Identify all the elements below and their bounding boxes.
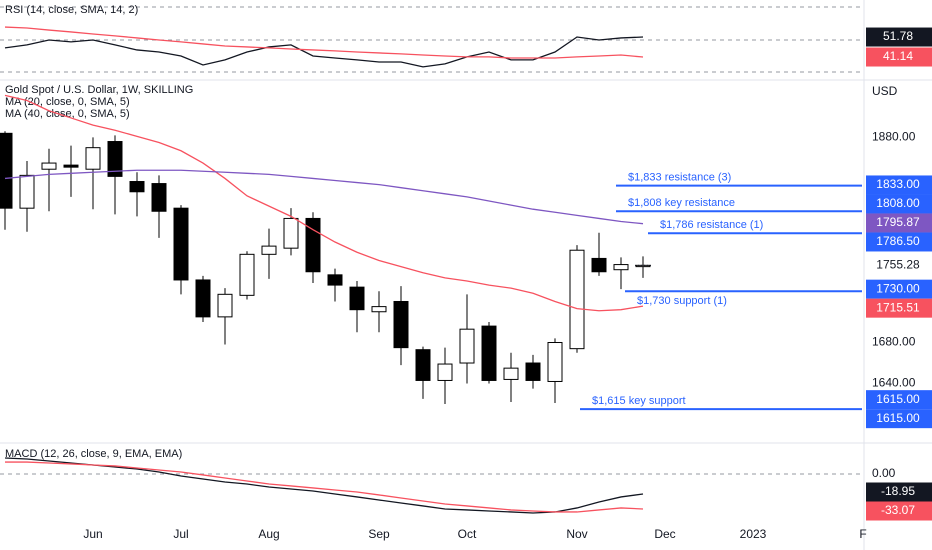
x-tick-label: Nov <box>566 527 587 541</box>
x-tick-label: Dec <box>654 527 675 541</box>
candle-body <box>0 132 13 209</box>
x-tick-label: F <box>859 527 866 541</box>
candle-body <box>195 279 211 318</box>
candle-body <box>503 367 519 380</box>
level-label: $1,786 resistance (1) <box>660 219 763 231</box>
candle-body <box>19 174 35 209</box>
macd-title: MACD (12, 26, close, 9, EMA, EMA) <box>5 448 182 460</box>
candle-body <box>85 147 101 170</box>
price-tag: 1833.00 <box>876 177 920 191</box>
level-label: $1,730 support (1) <box>637 295 727 307</box>
candle-body <box>481 325 497 381</box>
level-label: $1,808 key resistance <box>628 197 735 209</box>
series-line <box>4 36 644 68</box>
candle-body <box>569 249 585 350</box>
price-tag: 1808.00 <box>876 196 920 210</box>
candle-body <box>415 349 431 381</box>
price-tag: 1615.00 <box>876 411 920 425</box>
ma20-legend: MA (20, close, 0, SMA, 5) <box>5 96 130 108</box>
series-line <box>4 26 644 59</box>
candle-body <box>613 264 629 271</box>
price-tag-box <box>866 390 932 410</box>
x-tick-label: 2023 <box>740 527 767 541</box>
x-tick-label: Jul <box>173 527 188 541</box>
y-tick-label: 1640.00 <box>872 376 916 390</box>
candle-body <box>63 164 79 168</box>
price-tag-box <box>866 27 932 47</box>
candle-body <box>173 207 189 281</box>
candle-body <box>107 141 123 177</box>
candle-body <box>371 306 387 313</box>
level-label: $1,833 resistance (3) <box>628 172 731 184</box>
price-tag: 1786.50 <box>876 234 920 248</box>
y-tick-label: 1880.00 <box>872 130 916 144</box>
candle-body <box>327 274 343 286</box>
candle-body <box>283 217 299 249</box>
candle-body <box>635 264 651 268</box>
main-title: Gold Spot / U.S. Dollar, 1W, SKILLING <box>5 84 193 96</box>
ma40-legend: MA (40, close, 0, SMA, 5) <box>5 108 130 120</box>
candle-body <box>41 162 57 170</box>
candle-body <box>525 362 541 381</box>
candle-body <box>261 245 277 255</box>
candle-body <box>459 328 475 364</box>
price-tag-box <box>866 175 932 195</box>
x-tick-label: Jun <box>83 527 102 541</box>
candle-body <box>129 181 145 193</box>
price-tag-box <box>866 409 932 429</box>
rsi-bands <box>0 6 862 73</box>
price-tag-box <box>866 47 932 67</box>
series-line <box>4 94 644 312</box>
candle-body <box>349 286 365 311</box>
price-tag: 1615.00 <box>876 392 920 406</box>
series-line <box>4 457 644 514</box>
candle-body <box>239 253 255 296</box>
candle-body <box>591 257 607 273</box>
y-tick-label: 0.00 <box>872 466 896 480</box>
level-label: $1,615 key support <box>592 395 686 407</box>
candle-body <box>437 363 453 381</box>
y-tick-label: 1680.00 <box>872 335 916 349</box>
candle-body <box>151 183 167 212</box>
x-tick-label: Aug <box>258 527 279 541</box>
x-tick-label: Oct <box>458 527 477 541</box>
candle-body <box>217 293 233 318</box>
candle-body <box>393 300 409 349</box>
price-tag-box <box>866 213 932 233</box>
price-tag-box <box>866 232 932 252</box>
price-tag-box <box>866 298 932 318</box>
price-tag-box <box>866 501 932 521</box>
price-tag: 1755.28 <box>876 257 920 271</box>
price-tag: -18.95 <box>881 484 915 498</box>
price-tag-box <box>866 482 932 502</box>
price-tag-box <box>866 194 932 214</box>
price-tag: 1730.00 <box>876 281 920 295</box>
price-tag: -33.07 <box>881 503 915 517</box>
price-tag: 1795.87 <box>876 215 920 229</box>
candle-body <box>547 342 563 382</box>
price-tag: 1715.51 <box>876 300 920 314</box>
price-tag: 41.14 <box>883 49 913 63</box>
price-tag: 51.78 <box>883 29 913 43</box>
price-tag-box <box>866 279 932 299</box>
currency-label: USD <box>872 84 898 98</box>
series-line <box>4 169 644 225</box>
rsi-title: RSI (14, close, SMA, 14, 2) <box>5 4 138 16</box>
x-tick-label: Sep <box>368 527 390 541</box>
series-line <box>5 461 644 513</box>
